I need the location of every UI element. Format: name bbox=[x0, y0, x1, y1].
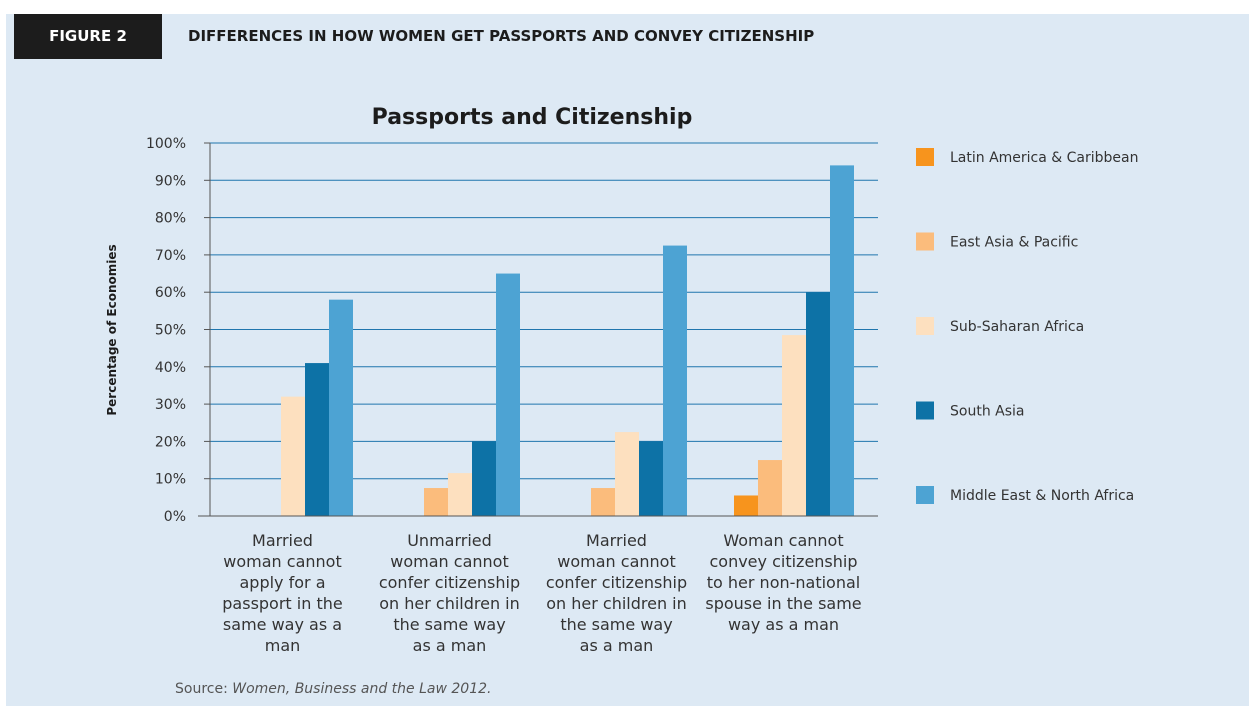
y-tick-label: 40% bbox=[155, 360, 186, 376]
bar bbox=[663, 245, 687, 516]
legend-swatch bbox=[916, 317, 934, 335]
source-prefix: Source: bbox=[175, 681, 233, 697]
bar bbox=[591, 488, 615, 516]
bars bbox=[281, 165, 854, 516]
x-category-label: woman cannot bbox=[223, 552, 341, 571]
x-category-label: apply for a bbox=[239, 573, 325, 592]
y-tick-label: 100% bbox=[146, 136, 186, 152]
x-category-label: confer citizenship bbox=[546, 573, 687, 592]
figure-title: DIFFERENCES IN HOW WOMEN GET PASSPORTS A… bbox=[188, 27, 815, 45]
legend: Latin America & Caribbean East Asia & Pac… bbox=[916, 148, 1139, 504]
y-axis-label: Percentage of Economies bbox=[105, 244, 119, 415]
legend-label: Sub-Saharan Africa bbox=[950, 319, 1084, 335]
x-category-label: convey citizenship bbox=[709, 552, 857, 571]
bar bbox=[472, 441, 496, 516]
x-category-label: same way as a bbox=[223, 615, 342, 634]
bar bbox=[830, 165, 854, 516]
figure-panel bbox=[6, 14, 1249, 706]
x-category-label: the same way bbox=[560, 615, 672, 634]
bar bbox=[424, 488, 448, 516]
x-category-label: passport in the bbox=[222, 594, 342, 613]
x-category-label: confer citizenship bbox=[379, 573, 520, 592]
x-category-label: way as a man bbox=[728, 615, 839, 634]
y-tick-label: 10% bbox=[155, 472, 186, 488]
bar bbox=[639, 441, 663, 516]
x-category-label: the same way bbox=[393, 615, 505, 634]
x-category-label: Married bbox=[586, 531, 647, 550]
bar bbox=[758, 460, 782, 516]
y-tick-label: 50% bbox=[155, 323, 186, 339]
x-category-label: woman cannot bbox=[390, 552, 508, 571]
bar bbox=[806, 292, 830, 516]
x-category-label: Woman cannot bbox=[723, 531, 843, 550]
x-category-label: on her children in bbox=[379, 594, 520, 613]
bar bbox=[782, 335, 806, 516]
bar bbox=[281, 396, 305, 516]
y-axis-ticks: 0% 10% 20% 30% 40% 50% 60% 70% 80% 90% 100% bbox=[146, 136, 210, 525]
y-tick-label: 60% bbox=[155, 285, 186, 301]
bar bbox=[734, 495, 758, 516]
legend-swatch bbox=[916, 232, 934, 251]
bar bbox=[329, 299, 353, 516]
legend-swatch bbox=[916, 486, 934, 504]
legend-swatch bbox=[916, 148, 934, 166]
bar bbox=[615, 432, 639, 516]
chart-title: Passports and Citizenship bbox=[372, 105, 693, 130]
x-category-label: to her non-national bbox=[707, 573, 860, 592]
bar bbox=[496, 273, 520, 516]
legend-label: Middle East & North Africa bbox=[950, 488, 1134, 504]
y-tick-label: 30% bbox=[155, 397, 186, 413]
x-category-label: woman cannot bbox=[557, 552, 675, 571]
x-category-label: Married bbox=[252, 531, 313, 550]
bar bbox=[305, 363, 329, 516]
y-tick-label: 90% bbox=[155, 173, 186, 189]
y-tick-label: 70% bbox=[155, 248, 186, 264]
x-category-label: spouse in the same bbox=[705, 594, 861, 613]
figure-label: FIGURE 2 bbox=[14, 14, 162, 59]
x-category-label: as a man bbox=[413, 636, 487, 655]
source-title: Women, Business and the Law 2012. bbox=[232, 681, 492, 697]
x-category-label: Unmarried bbox=[407, 531, 492, 550]
legend-label: South Asia bbox=[950, 404, 1024, 420]
x-category-label: man bbox=[265, 636, 301, 655]
y-tick-label: 20% bbox=[155, 434, 186, 450]
x-category-label: on her children in bbox=[546, 594, 687, 613]
y-tick-label: 0% bbox=[164, 509, 186, 525]
legend-swatch bbox=[916, 401, 934, 420]
x-axis-categories: Married woman cannot apply for a passport i… bbox=[222, 531, 861, 655]
legend-label: East Asia & Pacific bbox=[950, 235, 1078, 251]
x-category-label: as a man bbox=[580, 636, 654, 655]
legend-label: Latin America & Caribbean bbox=[950, 150, 1139, 166]
bar bbox=[448, 473, 472, 516]
source-note: Source: Women, Business and the Law 2012… bbox=[175, 681, 491, 697]
y-tick-label: 80% bbox=[155, 211, 186, 227]
